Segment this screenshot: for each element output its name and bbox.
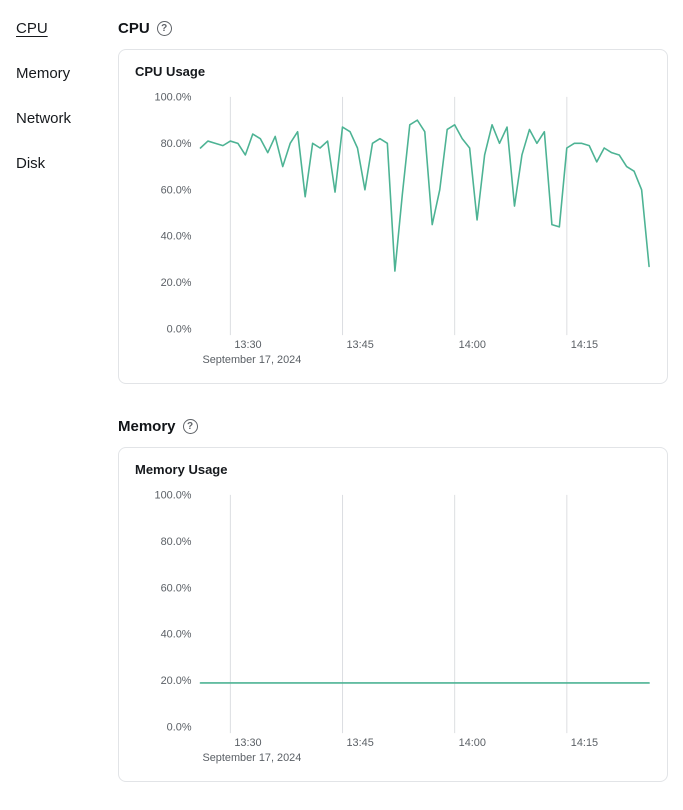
cpu-usage-chart: 13:30 13:45 14:00 14:15 0.0% 20.0% 40.0% 60.0% 8…: [155, 91, 650, 366]
svg-text:September 17, 2024: September 17, 2024: [202, 752, 301, 764]
metrics-main: CPU ? CPU Usage 13:30 13:45 14:00 14:15 0.0%…: [118, 14, 668, 810]
sidebar-item-memory[interactable]: Memory: [16, 65, 71, 82]
svg-text:September 17, 2024: September 17, 2024: [202, 354, 301, 366]
memory-section-title: Memory: [118, 417, 176, 435]
svg-text:14:00: 14:00: [459, 737, 486, 749]
memory-section-header: Memory ?: [118, 412, 668, 435]
svg-text:100.0%: 100.0%: [155, 91, 192, 103]
svg-text:13:45: 13:45: [346, 737, 373, 749]
svg-text:80.0%: 80.0%: [161, 536, 192, 548]
memory-help-icon[interactable]: ?: [182, 418, 198, 434]
svg-text:0.0%: 0.0%: [167, 721, 192, 733]
cpu-usage-card: CPU Usage 13:30 13:45 14:00 14:15 0.0% 20.0% 4…: [118, 49, 668, 384]
memory-chart-title: Memory Usage: [135, 461, 228, 477]
svg-text:13:30: 13:30: [234, 339, 261, 351]
cpu-section-header: CPU ?: [118, 14, 668, 37]
svg-text:60.0%: 60.0%: [161, 582, 192, 594]
svg-text:20.0%: 20.0%: [161, 277, 192, 289]
svg-text:40.0%: 40.0%: [161, 231, 192, 243]
svg-text:13:45: 13:45: [346, 339, 373, 351]
memory-usage-card: Memory Usage 13:30 13:45 14:00 14:15 0.0% 20.…: [118, 446, 668, 782]
svg-text:14:15: 14:15: [571, 737, 598, 749]
svg-text:40.0%: 40.0%: [161, 628, 192, 640]
metrics-sidebar: CPU Memory Network Disk: [16, 14, 118, 810]
cpu-chart-title: CPU Usage: [135, 64, 206, 79]
svg-text:0.0%: 0.0%: [167, 324, 192, 336]
cpu-section: CPU ? CPU Usage 13:30 13:45 14:00 14:15 0.0%…: [118, 14, 668, 384]
svg-text:80.0%: 80.0%: [161, 138, 192, 150]
sidebar-item-network[interactable]: Network: [16, 110, 72, 127]
memory-section: Memory ? Memory Usage 13:30 13:45 14:00 14:…: [118, 412, 668, 782]
svg-text:20.0%: 20.0%: [161, 675, 192, 687]
cpu-help-icon[interactable]: ?: [156, 21, 172, 36]
svg-text:14:00: 14:00: [459, 339, 486, 351]
cpu-section-title: CPU: [118, 20, 150, 37]
svg-text:13:30: 13:30: [234, 737, 261, 749]
svg-text:14:15: 14:15: [571, 339, 598, 351]
svg-text:100.0%: 100.0%: [155, 489, 192, 501]
svg-text:60.0%: 60.0%: [161, 184, 192, 196]
sidebar-item-cpu[interactable]: CPU: [16, 20, 48, 37]
sidebar-item-disk[interactable]: Disk: [16, 155, 46, 172]
memory-usage-chart: 13:30 13:45 14:00 14:15 0.0% 20.0% 40.0% 60.0% 8…: [155, 489, 650, 764]
